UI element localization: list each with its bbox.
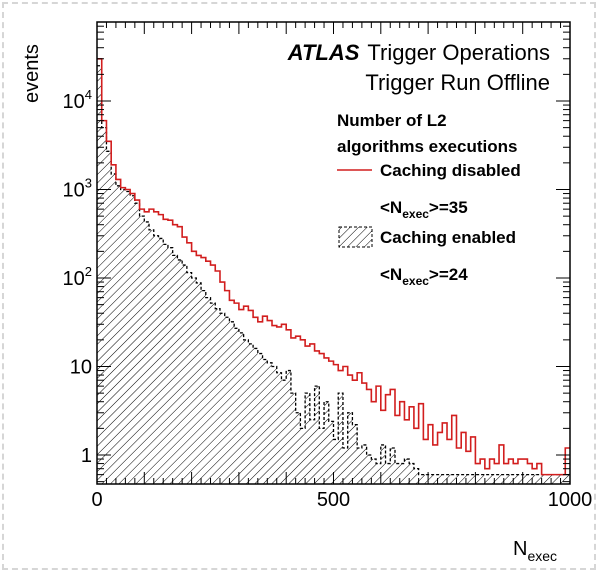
banner-operations: Trigger Operations — [367, 40, 550, 65]
series-layer — [97, 57, 570, 484]
legend-label-enabled: Caching enabled — [380, 228, 516, 247]
y-tick-label: 10 — [70, 357, 92, 379]
legend-mean-disabled-prefix: <N — [380, 198, 402, 217]
y-tick-label: 103 — [63, 176, 92, 202]
legend-header-line1: Number of L2 — [337, 111, 447, 130]
x-axis-title-main: N — [513, 538, 527, 560]
y-tick-label: 102 — [63, 264, 92, 290]
x-axis-title-sub: exec — [527, 548, 557, 564]
legend-mean-enabled-suffix: >=24 — [429, 265, 468, 284]
axes-layer: 0 500 1000 1 10 102 103 104 — [63, 22, 593, 511]
legend-header-line2: algorithms executions — [337, 137, 517, 156]
x-tick-label: 500 — [317, 489, 350, 511]
legend-mean-enabled: <Nexec>=24 — [380, 265, 468, 288]
page-frame — [2, 2, 596, 570]
banner-line1: ATLAS Trigger Operations — [287, 40, 550, 65]
series-caching-enabled-fill — [97, 65, 570, 484]
y-axis-title: events — [21, 44, 43, 103]
banner-experiment: ATLAS — [287, 40, 360, 65]
x-axis-title: Nexec — [513, 538, 557, 564]
series-caching-enabled-line — [97, 65, 570, 476]
legend-mean-enabled-prefix: <N — [380, 265, 402, 284]
y-tick-label: 1 — [81, 445, 92, 467]
x-tick-label: 1000 — [548, 489, 593, 511]
legend-mean-disabled: <Nexec>=35 — [380, 198, 468, 221]
legend-mean-disabled-sub: exec — [402, 207, 429, 221]
banner-line2: Trigger Run Offline — [365, 70, 550, 95]
legend-mean-enabled-sub: exec — [402, 274, 429, 288]
legend-swatch-enabled — [338, 226, 373, 248]
legend-label-disabled: Caching disabled — [380, 161, 521, 180]
x-tick-label: 0 — [91, 489, 102, 511]
series-caching-disabled-line — [97, 57, 570, 476]
y-tick-label: 104 — [63, 87, 92, 113]
legend-mean-disabled-suffix: >=35 — [429, 198, 468, 217]
